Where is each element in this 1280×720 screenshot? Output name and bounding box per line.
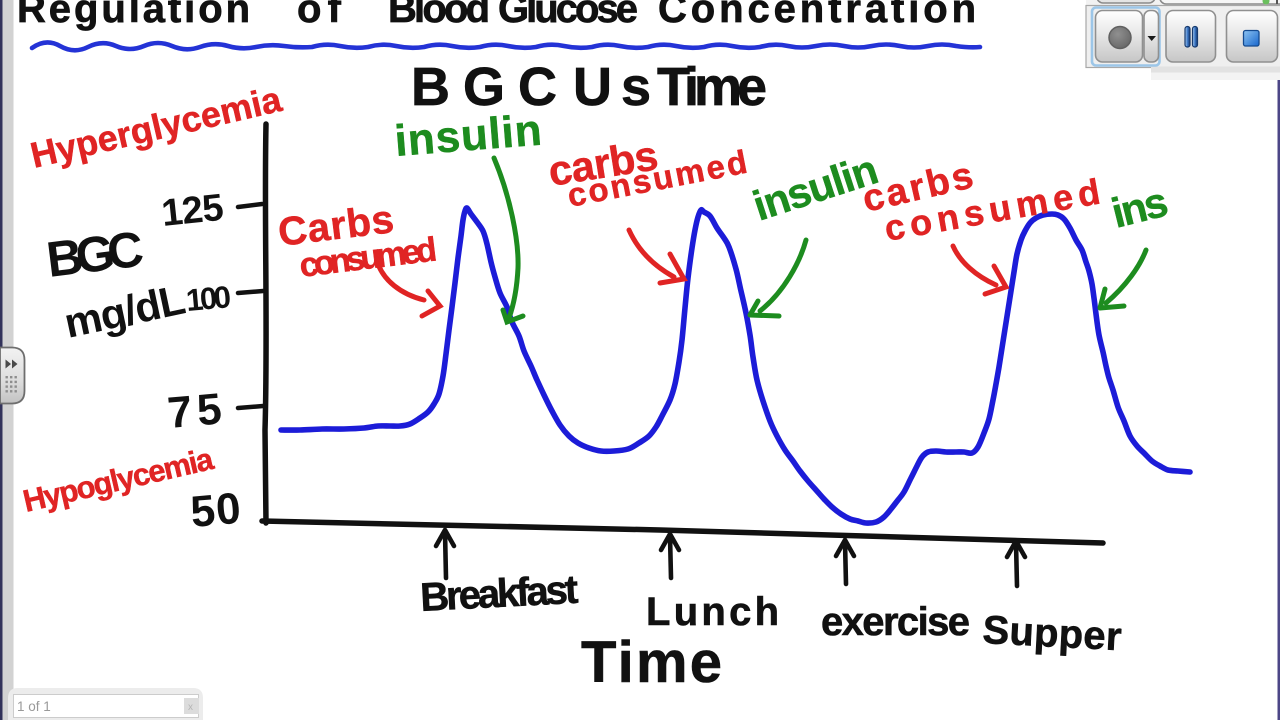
svg-text:insulin: insulin <box>393 106 543 166</box>
svg-text:Lunch: Lunch <box>646 590 779 634</box>
svg-text:125: 125 <box>160 187 226 235</box>
svg-text:BGC: BGC <box>44 221 147 288</box>
svg-text:100: 100 <box>185 279 233 318</box>
svg-text:of: of <box>297 0 342 31</box>
svg-text:50: 50 <box>189 484 243 537</box>
svg-text:Regulation: Regulation <box>17 0 250 31</box>
svg-text:Supper: Supper <box>982 608 1123 659</box>
svg-text:Time: Time <box>581 630 722 695</box>
svg-text:Glucose: Glucose <box>498 0 638 31</box>
svg-text:exercise: exercise <box>821 600 970 644</box>
svg-text:BGC: BGC <box>411 57 557 117</box>
svg-text:Blood: Blood <box>388 0 490 31</box>
svg-text:Breakfast: Breakfast <box>419 568 579 620</box>
svg-text:1 of 1: 1 of 1 <box>17 699 51 714</box>
svg-text:Concentration: Concentration <box>658 0 976 31</box>
svg-text:x: x <box>188 702 193 713</box>
svg-text:Time: Time <box>657 57 767 117</box>
svg-text:ins: ins <box>1107 178 1173 237</box>
